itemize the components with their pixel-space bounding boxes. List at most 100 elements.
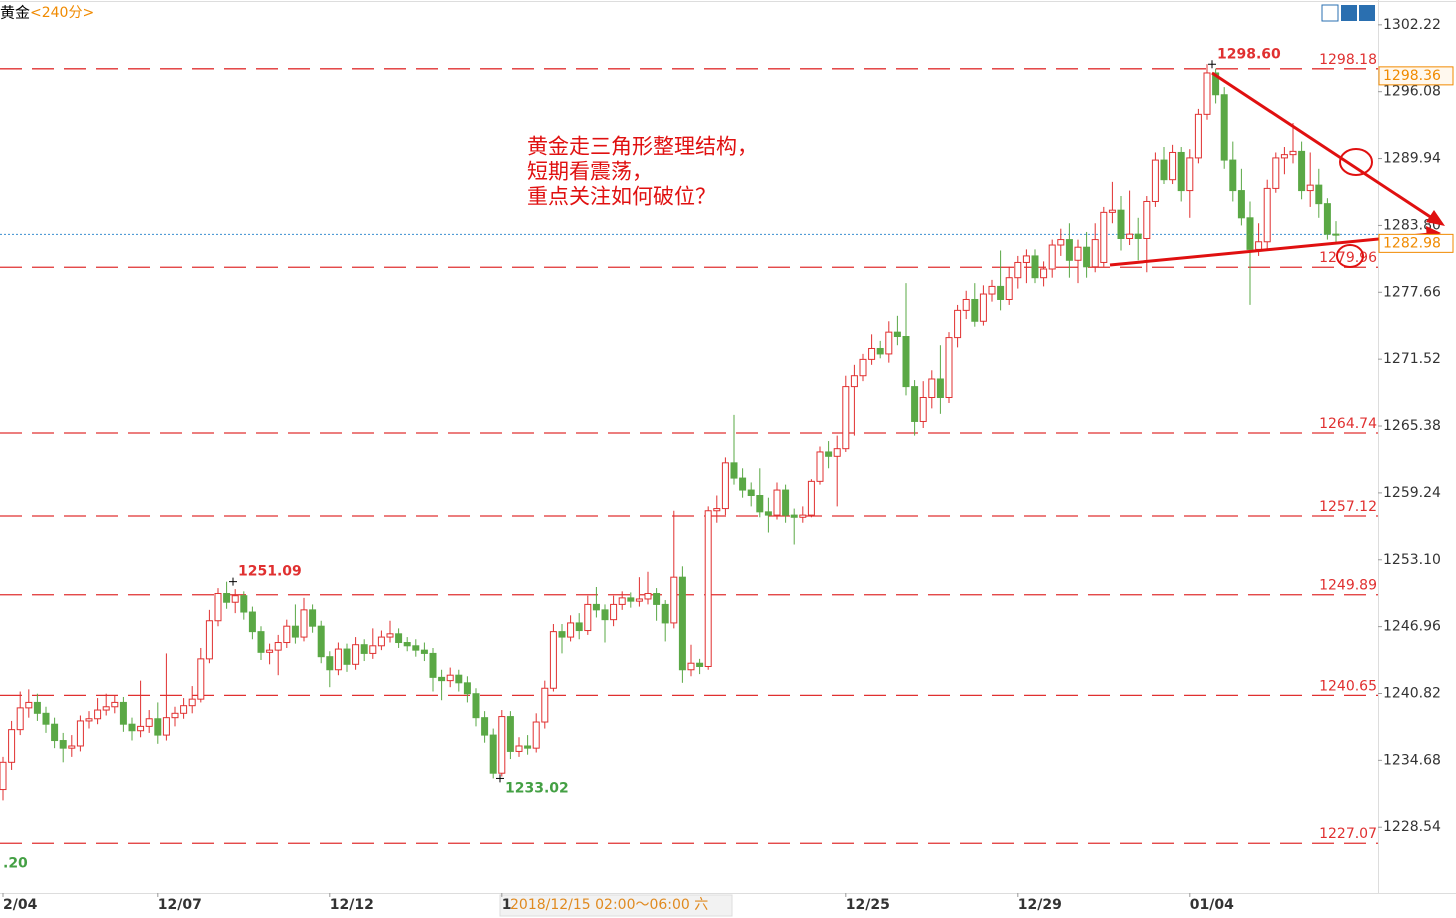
candle-body	[1126, 233, 1134, 239]
candle-body	[945, 337, 953, 398]
candle-body	[472, 693, 480, 719]
tool-button[interactable]	[1321, 4, 1339, 22]
x-tick-label: 2/04	[3, 897, 38, 913]
candle-body	[764, 511, 772, 516]
candle-body	[489, 734, 497, 774]
y-tick-label: 1253.10	[1383, 552, 1441, 568]
candle-body	[1289, 150, 1297, 156]
annotation-text: 重点关注如何破位？	[527, 185, 716, 209]
level-label: 1227.07	[1319, 826, 1377, 842]
y-tick-label: 1289.94	[1383, 151, 1441, 167]
x-tick-label: 12/07	[158, 897, 202, 913]
level-label: 1240.65	[1319, 678, 1377, 694]
candle-body	[558, 631, 566, 638]
candle-body	[1306, 184, 1314, 192]
candle-body	[1057, 239, 1065, 246]
tool-button[interactable]	[1359, 5, 1375, 21]
candle-body	[1048, 244, 1056, 270]
candle-body	[291, 625, 299, 638]
candle-body	[369, 645, 377, 654]
candle-body	[1177, 151, 1185, 192]
candle-body	[119, 701, 127, 725]
candle-body	[954, 309, 962, 339]
cursor-tooltip	[499, 894, 733, 917]
candle-body	[661, 603, 669, 624]
candle-body	[223, 593, 231, 603]
y-tick-label: 1259.24	[1383, 485, 1441, 501]
level-label: 1264.74	[1319, 416, 1377, 432]
candle-body	[971, 298, 979, 322]
arrow-head	[1426, 210, 1445, 226]
candle-body	[51, 723, 59, 742]
x-tick-label: 12/25	[846, 897, 890, 913]
candle-body	[128, 723, 136, 732]
candle-body	[678, 576, 686, 671]
circle-mark	[1336, 244, 1364, 268]
candle-body	[1315, 184, 1323, 205]
x-tick-label: 12/12	[330, 897, 374, 913]
extreme-label: 1298.60	[1217, 46, 1281, 62]
candle-body	[274, 642, 282, 651]
trend-line	[1211, 71, 1436, 222]
y-tick-label: 1296.08	[1383, 84, 1441, 100]
annotation-text: 短期看震荡，	[527, 160, 653, 184]
y-tick-label: 1302.22	[1383, 17, 1441, 33]
candle-body	[68, 745, 76, 749]
toolbar[interactable]	[1321, 4, 1375, 22]
candle-body	[257, 631, 265, 653]
candle-body	[1186, 157, 1194, 192]
candle-body	[1229, 159, 1237, 192]
candle-body	[1263, 187, 1271, 243]
candle-body	[635, 598, 643, 602]
candle-body	[42, 712, 50, 725]
candle-body	[360, 644, 368, 654]
period-label: <240分>	[30, 5, 94, 21]
candle-body	[326, 656, 334, 671]
chart-title: 黄金	[0, 4, 30, 22]
candle-body	[317, 625, 325, 658]
candle-body	[524, 745, 532, 749]
candle-body	[1091, 239, 1099, 268]
candle-body	[171, 712, 179, 719]
price-tag	[1378, 233, 1454, 253]
candle-body	[1117, 209, 1125, 239]
candle-body	[919, 396, 927, 422]
y-tick-label: 1265.38	[1383, 418, 1441, 434]
candle-body	[696, 662, 704, 667]
candle-body	[300, 609, 308, 638]
candle-body	[1203, 72, 1211, 115]
candle-body	[1022, 255, 1030, 263]
candle-body	[610, 603, 618, 621]
x-tick-label: 1	[502, 897, 512, 913]
candle-body	[928, 378, 936, 398]
candle-body	[782, 489, 790, 516]
candle-body	[549, 631, 557, 689]
candle-body	[205, 620, 213, 660]
candle-body	[1074, 246, 1082, 261]
candle-body	[911, 386, 919, 422]
circle-mark	[1339, 148, 1373, 176]
candle-body	[429, 652, 437, 678]
candle-body	[653, 593, 661, 605]
candle-body	[885, 331, 893, 355]
price-tag-label: 1282.98	[1383, 235, 1441, 251]
candle-body	[377, 636, 385, 647]
candle-body	[154, 718, 162, 736]
candle-body	[231, 595, 239, 603]
candle-body	[876, 347, 884, 355]
candle-body	[334, 648, 342, 671]
tool-button[interactable]	[1341, 5, 1357, 21]
candle-body	[997, 285, 1005, 300]
candle-body	[455, 674, 463, 684]
candle-body	[850, 375, 858, 388]
candle-body	[481, 717, 489, 736]
candle-body	[962, 298, 970, 311]
cursor-label: 2018/12/15 02:00～06:00 六	[510, 897, 708, 913]
candle-body	[16, 707, 24, 731]
candle-body	[85, 718, 93, 722]
candle-body	[739, 477, 747, 491]
extreme-label: 1233.02	[505, 780, 569, 796]
candle-body	[1272, 157, 1280, 189]
extreme-label: 1251.09	[238, 564, 302, 580]
candle-body	[498, 716, 506, 774]
